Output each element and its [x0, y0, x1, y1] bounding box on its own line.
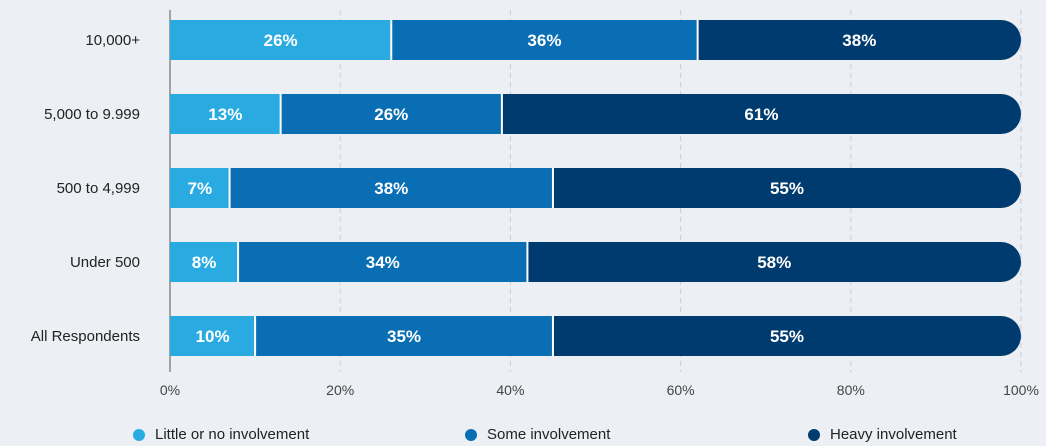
legend-item-heavy: Heavy involvement	[808, 426, 957, 443]
bar-value-label: 13%	[208, 105, 242, 124]
legend-swatch-some	[465, 428, 477, 441]
bar-segment	[552, 316, 1021, 356]
category-label: 10,000+	[85, 32, 140, 49]
bar-segment	[170, 168, 230, 208]
bar-value-label: 10%	[196, 327, 230, 346]
chart-canvas: 0% 20% 40% 60% 80% 100% 10,000+ 26% 36% 38% 5,000 …	[31, 10, 1039, 398]
category-label: 5,000 to 9.999	[44, 106, 140, 123]
legend-label-heavy: Heavy involvement	[830, 426, 957, 443]
x-tick-label: 80%	[837, 382, 865, 398]
bar-segment	[255, 316, 553, 356]
bar-value-label: 7%	[187, 179, 212, 198]
x-tick-label: 0%	[160, 382, 180, 398]
category-label: Under 500	[70, 254, 140, 271]
legend: Little or no involvement Some involvemen…	[0, 426, 1046, 446]
legend-item-some: Some involvement	[465, 426, 610, 443]
bar-segment	[280, 94, 502, 134]
bar-value-label: 38%	[842, 31, 876, 50]
bar-segment	[170, 316, 256, 356]
bar-segment	[697, 20, 1021, 60]
x-tick-label: 100%	[1003, 382, 1039, 398]
bar-value-label: 36%	[527, 31, 561, 50]
category-label: All Respondents	[31, 328, 140, 345]
legend-label-little: Little or no involvement	[155, 426, 310, 443]
category-label: 500 to 4,999	[57, 180, 140, 197]
bar-value-label: 55%	[770, 327, 804, 346]
bar-value-label: 26%	[264, 31, 298, 50]
x-tick-label: 40%	[496, 382, 524, 398]
legend-item-little: Little or no involvement	[133, 426, 309, 443]
legend-swatch-little	[133, 428, 145, 441]
bar-value-label: 61%	[744, 105, 778, 124]
bar-segment	[229, 168, 553, 208]
legend-swatch-heavy	[808, 428, 820, 441]
bar-value-label: 38%	[374, 179, 408, 198]
bar-value-label: 34%	[366, 253, 400, 272]
bar-value-label: 58%	[757, 253, 791, 272]
bar-segment	[170, 20, 392, 60]
bar-segment	[170, 94, 281, 134]
bar-segment	[238, 242, 528, 282]
bar-value-label: 26%	[374, 105, 408, 124]
bar-segment	[170, 242, 239, 282]
bar-value-label: 35%	[387, 327, 421, 346]
bar-segment	[501, 94, 1021, 134]
bar-segment	[391, 20, 698, 60]
x-tick-label: 60%	[667, 382, 695, 398]
bar-value-label: 55%	[770, 179, 804, 198]
bar-segment	[552, 168, 1021, 208]
bar-segment	[527, 242, 1021, 282]
bar-value-label: 8%	[192, 253, 217, 272]
legend-label-some: Some involvement	[487, 426, 611, 443]
x-tick-label: 20%	[326, 382, 354, 398]
